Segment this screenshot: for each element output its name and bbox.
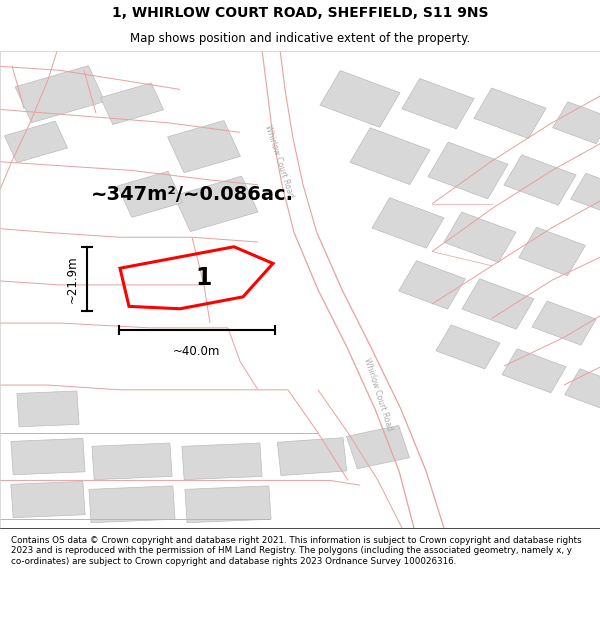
Polygon shape [17,391,79,427]
Polygon shape [92,443,172,479]
Polygon shape [372,198,444,248]
Polygon shape [118,171,182,217]
Polygon shape [402,79,474,129]
Text: ~347m²/~0.086ac.: ~347m²/~0.086ac. [91,185,293,204]
Text: ~40.0m: ~40.0m [173,345,220,358]
Polygon shape [428,142,508,199]
Text: ~21.9m: ~21.9m [65,255,79,302]
Polygon shape [532,301,596,345]
Polygon shape [15,66,105,122]
Polygon shape [474,88,546,139]
Polygon shape [11,481,85,518]
Polygon shape [167,121,241,172]
Polygon shape [504,155,576,205]
Polygon shape [553,102,600,144]
Polygon shape [444,212,516,262]
Polygon shape [436,325,500,369]
Polygon shape [518,228,586,276]
Polygon shape [174,176,258,231]
Text: Whirlow Court Road: Whirlow Court Road [362,357,394,432]
Text: Contains OS data © Crown copyright and database right 2021. This information is : Contains OS data © Crown copyright and d… [11,536,581,566]
Polygon shape [565,369,600,411]
Polygon shape [346,426,410,469]
Polygon shape [502,349,566,392]
Polygon shape [350,127,430,184]
Text: 1: 1 [196,266,212,290]
Polygon shape [185,486,271,522]
Text: 1, WHIRLOW COURT ROAD, SHEFFIELD, S11 9NS: 1, WHIRLOW COURT ROAD, SHEFFIELD, S11 9N… [112,6,488,20]
Polygon shape [571,173,600,216]
Polygon shape [320,71,400,128]
Polygon shape [11,438,85,475]
Polygon shape [89,486,175,522]
Polygon shape [182,443,262,479]
Text: Whirlow Court Road: Whirlow Court Road [263,123,295,199]
Polygon shape [277,438,347,476]
Polygon shape [462,279,534,329]
Polygon shape [4,121,68,162]
Text: Map shows position and indicative extent of the property.: Map shows position and indicative extent… [130,32,470,45]
Polygon shape [398,261,466,309]
Polygon shape [100,83,164,124]
